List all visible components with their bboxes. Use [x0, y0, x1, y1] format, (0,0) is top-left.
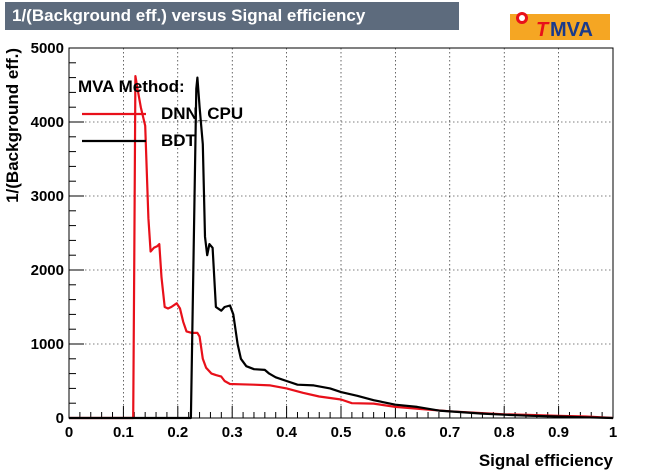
y-tick-label: 4000 [31, 114, 64, 131]
x-tick-label: 0.2 [167, 424, 188, 441]
x-axis-title: Signal efficiency [479, 451, 614, 470]
legend-label: DNN_CPU [161, 104, 243, 123]
chart-title-text: 1/(Background eff.) versus Signal effici… [12, 6, 366, 25]
x-tick-label: 0.9 [548, 424, 569, 441]
x-tick-label: 0.8 [494, 424, 515, 441]
grid-lines [69, 48, 613, 418]
x-tick-label: 0 [65, 424, 73, 441]
series-line-bdt [69, 76, 614, 420]
x-tick-label: 1 [609, 424, 617, 441]
y-tick-label: 1000 [31, 336, 64, 353]
x-tick-label: 0.5 [331, 424, 352, 441]
legend-title: MVA Method: [78, 77, 185, 96]
axis-labels: 0 0.1 0.2 0.3 0.4 0.5 0.6 0.7 0.8 0.9 1 0 1000 2000 30… [3, 40, 617, 470]
x-tick-label: 0.6 [385, 424, 406, 441]
y-axis-title: 1/(Background eff.) [3, 48, 22, 203]
x-tick-label: 0.7 [439, 424, 460, 441]
y-tick-label: 3000 [31, 188, 64, 205]
legend-label: BDT [161, 131, 197, 150]
y-tick-label: 0 [56, 410, 64, 427]
x-tick-label: 0.4 [276, 424, 298, 441]
x-tick-label: 0.3 [222, 424, 243, 441]
x-tick-label: 0.1 [113, 424, 134, 441]
series-line-dnn-cpu [69, 74, 614, 420]
y-tick-label: 5000 [31, 40, 64, 57]
chart-title: 1/(Background eff.) versus Signal effici… [5, 2, 459, 30]
y-tick-label: 2000 [31, 262, 64, 279]
data-lines [69, 74, 614, 420]
logo-mva-text: MVA [550, 19, 593, 40]
legend: MVA Method: DNN_CPU BDT [78, 77, 243, 150]
logo-t-letter: T [536, 19, 550, 40]
tmva-logo-icon: T MVA [510, 12, 610, 40]
